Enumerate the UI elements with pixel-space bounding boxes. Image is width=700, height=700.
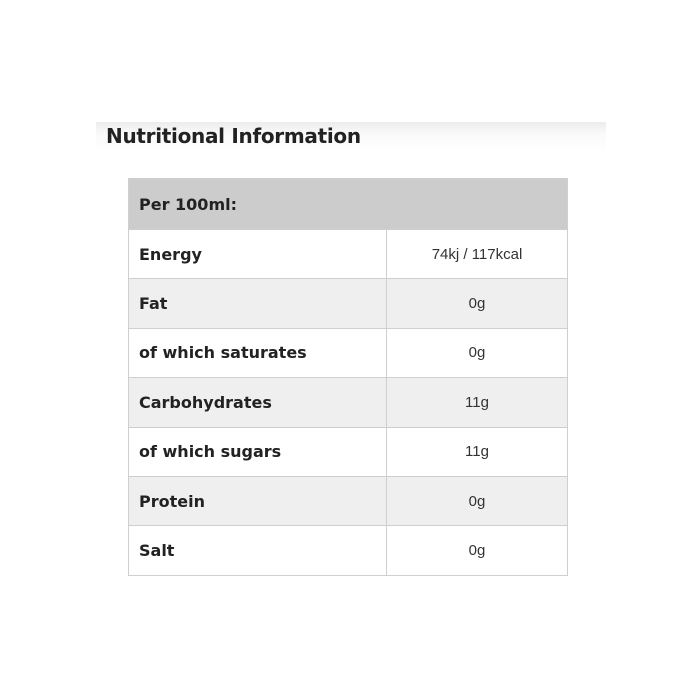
nutrition-table: Per 100ml: Energy 74kj / 117kcal Fat 0g … <box>128 178 568 576</box>
table-row: Energy 74kj / 117kcal <box>128 228 568 280</box>
title-bar <box>96 122 606 152</box>
row-value: 0g <box>386 327 568 379</box>
row-value: 0g <box>386 475 568 527</box>
table-header-row: Per 100ml: <box>128 178 568 230</box>
row-value: 0g <box>386 525 568 576</box>
row-label: of which saturates <box>128 327 387 379</box>
row-label: Protein <box>128 475 387 527</box>
page-title: Nutritional Information <box>106 124 361 148</box>
row-label: Carbohydrates <box>128 377 387 428</box>
table-row: Protein 0g <box>128 475 568 527</box>
row-value: 11g <box>386 426 568 477</box>
row-value: 11g <box>386 377 568 428</box>
table-row: Fat 0g <box>128 278 568 329</box>
table-row: of which sugars 11g <box>128 426 568 477</box>
row-label: Energy <box>128 228 387 280</box>
table-row: Salt 0g <box>128 525 568 576</box>
table-header: Per 100ml: <box>128 178 568 230</box>
row-label: of which sugars <box>128 426 387 477</box>
row-label: Salt <box>128 525 387 576</box>
table-row: Carbohydrates 11g <box>128 377 568 428</box>
row-value: 74kj / 117kcal <box>386 228 568 280</box>
row-value: 0g <box>386 278 568 329</box>
table-row: of which saturates 0g <box>128 327 568 379</box>
row-label: Fat <box>128 278 387 329</box>
